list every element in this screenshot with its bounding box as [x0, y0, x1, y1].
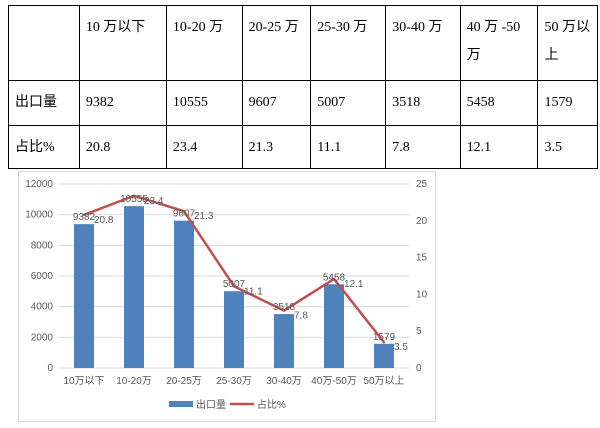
- table-cell: 12.1: [459, 125, 539, 169]
- y-tick-left: 8000: [31, 240, 54, 251]
- y-tick-left: 4000: [31, 302, 54, 313]
- bar-data-label: 5007: [223, 279, 246, 290]
- column-header: 40 万 -50 万: [459, 5, 539, 81]
- line-data-label: 3.5: [394, 342, 408, 353]
- table-cell: 3.5: [537, 125, 598, 169]
- chart: 0 2000 4000 6000 8000 10000 12000 0 5 10 15 20 25 10万…: [18, 171, 436, 422]
- y-tick-right: 20: [416, 216, 428, 227]
- table-row: 出口量 9382 10555 9607 5007 3518 5458 1579: [8, 80, 598, 126]
- table-cell: 10555: [165, 80, 243, 126]
- line-point: [82, 213, 86, 217]
- x-tick-label: 10万以下: [63, 376, 104, 387]
- line-point: [232, 285, 236, 288]
- table-header-row: 10 万以下 10-20 万 20-25 万 25-30 万 30-40 万 40 万 -…: [8, 5, 598, 81]
- line-data-label: 7.8: [294, 311, 308, 322]
- column-header: 30-40 万: [385, 5, 461, 81]
- column-header: 10 万以下: [78, 5, 167, 81]
- table-cell: 5007: [310, 80, 387, 126]
- column-header: 25-30 万: [310, 5, 387, 81]
- legend-label: 占比%: [257, 398, 286, 411]
- x-tick-label: 25-30万: [216, 376, 252, 387]
- line-data-label: 12.1: [344, 279, 364, 290]
- y-tick-right: 25: [416, 179, 428, 190]
- bar-data-label: 9382: [73, 212, 96, 223]
- x-tick-label: 20-25万: [166, 376, 202, 387]
- x-tick-label: 50万以上: [363, 375, 404, 387]
- column-header: 10-20 万: [165, 5, 243, 81]
- table-cell: 9382: [78, 80, 167, 126]
- table-cell: 出口量: [8, 80, 80, 126]
- table-cell: 3518: [385, 80, 461, 126]
- table-cell: 11.1: [310, 125, 387, 169]
- table-cell: 21.3: [241, 125, 312, 169]
- line-point: [182, 210, 186, 213]
- bar: [174, 220, 194, 368]
- table-row: 占比% 20.8 23.4 21.3 11.1 7.8 12.1 3.5: [8, 125, 598, 169]
- column-header: [8, 5, 80, 81]
- bar-data-label: 1579: [373, 332, 396, 343]
- bar: [74, 224, 94, 368]
- legend-bar-swatch: [169, 401, 193, 407]
- bar: [324, 284, 344, 368]
- table-cell: 7.8: [385, 125, 461, 169]
- bar-data-label: 9607: [173, 209, 196, 220]
- y-tick-right: 5: [416, 326, 422, 337]
- x-tick-label: 30-40万: [266, 376, 302, 387]
- table-cell: 占比%: [8, 125, 80, 169]
- table-cell: 5458: [459, 80, 539, 126]
- table-cell: 1579: [537, 80, 598, 126]
- line-data-label: 11.1: [244, 286, 263, 297]
- line-point: [382, 341, 386, 344]
- legend-label: 出口量: [196, 398, 226, 411]
- x-tick-label: 40万-50万: [311, 376, 357, 387]
- y-tick-right: 10: [416, 289, 428, 300]
- y-tick-left: 12000: [25, 179, 53, 190]
- bar: [374, 343, 394, 368]
- column-header: 50 万以上: [537, 5, 598, 81]
- bar-data-label: 5458: [323, 272, 346, 283]
- line-point: [332, 277, 336, 281]
- data-table: 10 万以下 10-20 万 20-25 万 25-30 万 30-40 万 40 万 -…: [8, 5, 598, 169]
- y-tick-right: 0: [416, 363, 422, 374]
- line-point: [132, 194, 136, 197]
- y-tick-right: 15: [416, 253, 428, 264]
- line-data-label: 21.3: [194, 211, 214, 222]
- bar-data-label: 3518: [273, 302, 296, 313]
- bar: [274, 314, 294, 368]
- column-header: 20-25 万: [241, 5, 312, 81]
- x-tick-label: 10-20万: [116, 376, 152, 387]
- table-cell: 20.8: [78, 125, 167, 169]
- y-tick-left: 6000: [31, 271, 54, 282]
- chart-svg: 0 2000 4000 6000 8000 10000 12000 0 5 10 15 20 25 10万…: [25, 179, 428, 411]
- line-data-label: 23.4: [144, 196, 164, 207]
- y-tick-left: 0: [47, 363, 53, 374]
- line-point: [282, 309, 286, 312]
- bar: [124, 206, 144, 368]
- y-tick-left: 2000: [31, 332, 54, 343]
- bar: [224, 291, 244, 368]
- y-tick-left: 10000: [25, 210, 53, 221]
- bar-data-label: 10555: [120, 194, 148, 205]
- table-cell: 23.4: [165, 125, 243, 169]
- line-data-label: 20.8: [94, 215, 114, 226]
- table-cell: 9607: [241, 80, 312, 126]
